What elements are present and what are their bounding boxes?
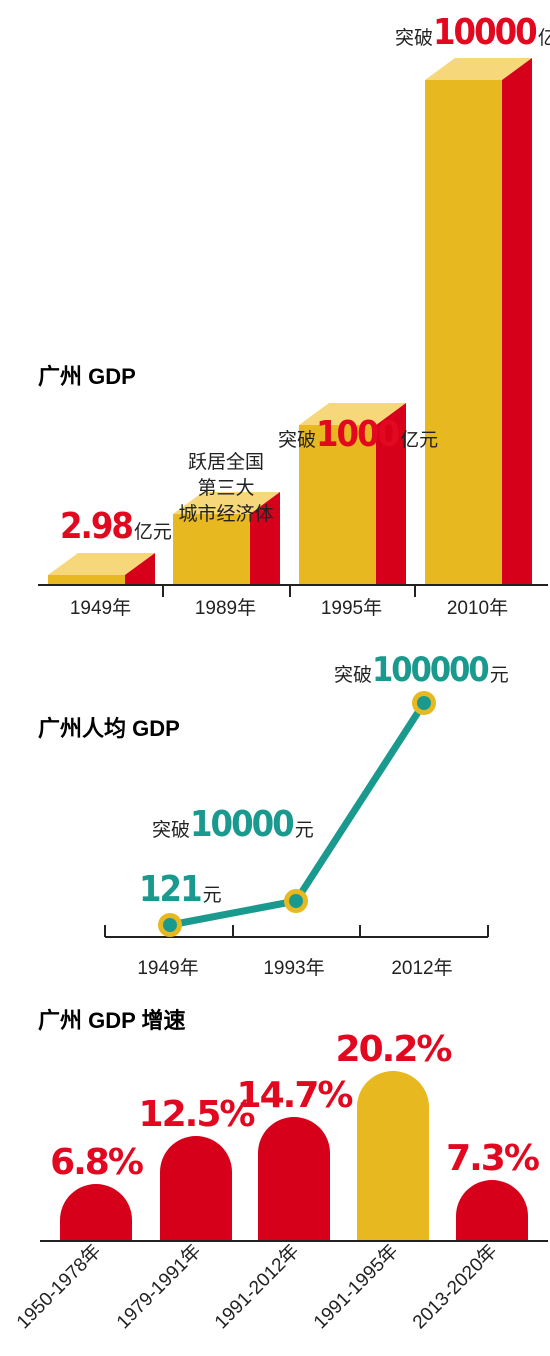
gdp-bar-front (48, 575, 125, 585)
gdp-annotations: 2.98亿元跃居全国第三大城市经济体突破1000亿元突破10000亿元 (60, 12, 550, 547)
per-capita-series (158, 691, 436, 937)
gdp-annotation-line: 第三大 (197, 477, 254, 499)
growth-x-tick-label: 1991-2012年 (210, 1240, 303, 1333)
per-capita-annotation-2012: 突破100000 元 (334, 650, 509, 690)
callout-value: 2.98 (60, 506, 132, 547)
per-capita-point (284, 889, 308, 913)
gdp-annotation-2010-text: 突破10000亿元 (395, 12, 550, 53)
gdp-chart-title: 广州 GDP (38, 364, 136, 389)
growth-value-label: 7.3% (446, 1138, 539, 1179)
gdp-bar-top (299, 403, 406, 425)
callout-value: 100000 (372, 650, 488, 690)
growth-bar (456, 1180, 528, 1241)
growth-value-labels: 6.8% 12.5%14.7% 20.2% 7.3% (50, 1029, 541, 1183)
gdp-annotation-line: 跃居全国 (188, 451, 264, 473)
growth-bar (160, 1136, 232, 1241)
per-capita-annotation-1993: 突破10000 元 (152, 804, 314, 845)
gdp-bar-side (376, 403, 406, 585)
callout-unit: 亿元 (400, 429, 438, 451)
gdp-bar-side (125, 553, 155, 585)
gdp-x-ticks (162, 585, 416, 597)
callout-prefix: 突破 (278, 429, 316, 451)
callout-unit: 亿元 (134, 521, 172, 543)
growth-x-tick-labels: 1950-1978年 1979-1991年 1991-2012年 1991-1995年… (12, 1240, 501, 1333)
callout-value: 10000 (433, 12, 536, 53)
growth-bars (60, 1071, 528, 1241)
growth-x-tick-label: 1979-1991年 (112, 1240, 205, 1333)
gdp-bar (48, 553, 155, 585)
gdp-annotation-1949-text: 2.98 亿元 (60, 506, 172, 547)
gdp-bar-side (502, 58, 532, 585)
gdp-annotation-2010: 突破10000亿元 (395, 12, 550, 53)
per-capita-point-dot (417, 696, 431, 710)
gdp-bar-front (299, 425, 376, 585)
per-capita-annotation-2012-text: 突破100000 元 (334, 650, 509, 690)
per-capita-x-tick-label: 2012年 (391, 957, 452, 979)
gdp-growth-chart: 广州 GDP 增速 6.8% 12.5%14.7% 20.2% 7.3% 1950-1… (12, 1008, 548, 1333)
gdp-bar-top (425, 58, 532, 80)
gdp-bars (48, 58, 532, 585)
per-capita-point-dot (163, 918, 177, 932)
gdp-x-tick-label: 1949年 (70, 597, 131, 619)
callout-prefix: 突破 (152, 819, 190, 841)
callout-unit: 元 (295, 820, 314, 841)
per-capita-point (158, 913, 182, 937)
gdp-bar (299, 403, 406, 585)
gdp-annotation-1995: 突破1000 亿元 (278, 414, 438, 455)
callout-value: 1000 (316, 414, 399, 455)
per-capita-gdp-chart-title: 广州人均 GDP (38, 716, 180, 741)
growth-value-label: 14.7% (237, 1075, 353, 1116)
callout-unit: 元 (490, 665, 509, 686)
gdp-bar-side (250, 492, 280, 585)
callout-prefix: 突破 (395, 27, 433, 49)
gdp-growth-chart-title: 广州 GDP 增速 (38, 1008, 186, 1033)
gdp-annotation-line: 城市经济体 (178, 503, 273, 525)
per-capita-x-tick-label: 1949年 (137, 957, 198, 979)
gdp-chart: 广州 GDP 1949年 1989年 1995年 2010年 2.98 亿元跃居全国第三… (38, 12, 550, 619)
per-capita-annotation-1993-text: 突破10000 元 (152, 804, 314, 845)
per-capita-annotation-1949-text: 121 元 (139, 869, 222, 910)
gdp-x-tick-label: 1995年 (321, 597, 382, 619)
gdp-bar-front (425, 80, 502, 585)
callout-unit: 亿元 (538, 27, 550, 49)
gdp-bar-front (173, 514, 250, 585)
growth-value-label: 12.5% (139, 1094, 255, 1135)
growth-bar (60, 1184, 132, 1241)
gdp-bar-top (173, 492, 280, 514)
growth-x-tick-label: 1950-1978年 (12, 1240, 105, 1333)
gdp-bar (173, 492, 280, 585)
gdp-x-tick-label: 2010年 (447, 597, 508, 619)
per-capita-annotation-1949: 121 元 (139, 869, 222, 910)
per-capita-point-dot (289, 894, 303, 908)
growth-x-tick-label: 1991-1995年 (309, 1240, 402, 1333)
per-capita-x-ticks (104, 925, 489, 937)
callout-value: 10000 (190, 804, 293, 845)
callout-value: 121 (139, 869, 201, 910)
gdp-bar (425, 58, 532, 585)
gdp-x-tick-label: 1989年 (195, 597, 256, 619)
gdp-x-tick-labels: 1949年 1989年 1995年 2010年 (70, 597, 508, 619)
per-capita-x-tick-labels: 1949年 1993年 2012年 (137, 957, 452, 979)
gdp-annotation-1949: 2.98 亿元 (60, 506, 172, 547)
growth-value-label: 20.2% (336, 1029, 452, 1070)
gdp-annotation-1995-text: 突破1000 亿元 (278, 414, 438, 455)
callout-prefix: 突破 (334, 664, 372, 686)
growth-bar (357, 1071, 429, 1241)
gdp-bar-top (48, 553, 155, 575)
per-capita-point (412, 691, 436, 715)
growth-bar (258, 1117, 330, 1241)
callout-unit: 元 (203, 885, 222, 906)
per-capita-x-tick-label: 1993年 (263, 957, 324, 979)
growth-value-label: 6.8% (50, 1142, 143, 1183)
growth-x-tick-label: 2013-2020年 (408, 1240, 501, 1333)
